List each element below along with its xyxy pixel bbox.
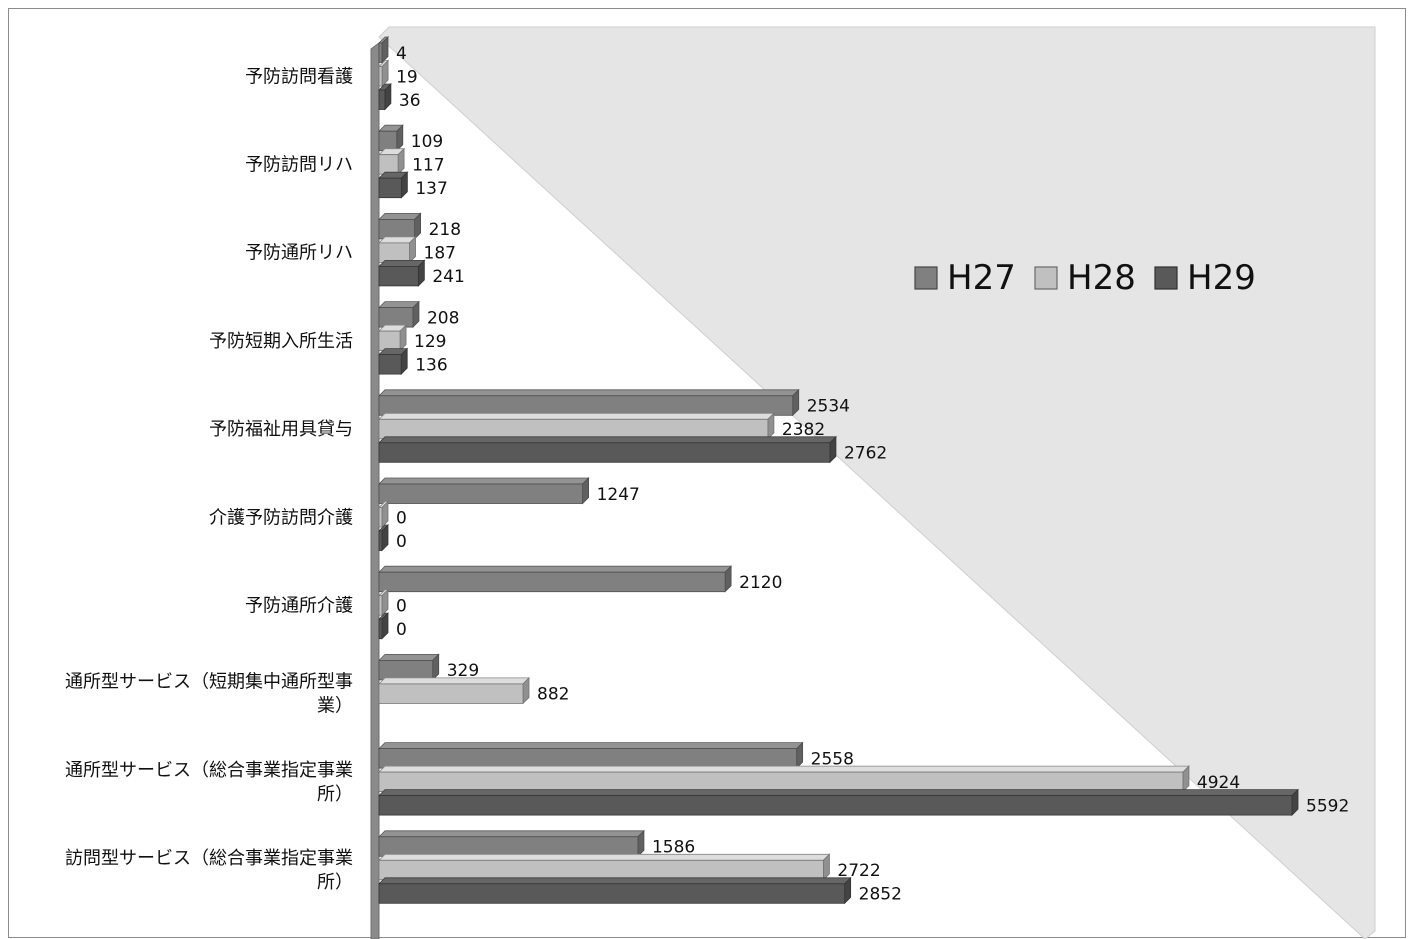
- category-label: 訪問型サービス（総合事業指定事業所）: [65, 848, 353, 893]
- bar-h27: [378, 42, 383, 63]
- bar-h29: [378, 354, 402, 375]
- category-label: 通所型サービス（短期集中通所型事業）: [65, 672, 353, 717]
- bar-h29: [378, 530, 383, 551]
- legend-label-h28: H28: [1067, 258, 1136, 298]
- bar-top-face: [378, 301, 420, 309]
- bar-top-face: [378, 654, 440, 661]
- bar-top-face: [378, 853, 831, 861]
- data-label: 19: [396, 67, 418, 87]
- bar-h28: [378, 859, 824, 881]
- bar-h28: [378, 595, 383, 616]
- bar-top-face: [378, 877, 852, 885]
- bar-top-face: [378, 765, 1190, 773]
- bar-h29: [378, 442, 831, 463]
- data-label: 129: [414, 332, 446, 352]
- bar-top-face: [378, 789, 1299, 796]
- bar-h27: [378, 307, 414, 328]
- bar-h29: [378, 883, 846, 904]
- data-label: 2558: [811, 749, 854, 769]
- chart-frame: 予防訪問看護 予防訪問リハ 予防通所リハ予防短期入所生活 予防福祉用具貸与 介護予防訪問…: [8, 8, 1406, 939]
- data-label: 187: [424, 244, 456, 264]
- y-axis-wall: [370, 42, 380, 939]
- bar-h28: [378, 242, 410, 263]
- data-label: 137: [415, 179, 447, 199]
- bar-h27: [378, 130, 398, 152]
- data-label: 0: [396, 620, 407, 640]
- category-label: 介護予防訪問介護: [209, 507, 353, 528]
- data-label: 0: [396, 532, 407, 552]
- data-label: 218: [429, 220, 461, 240]
- data-label: 1247: [597, 485, 640, 505]
- bar-h28: [378, 771, 1184, 792]
- category-label: 予防福祉用具貸与: [209, 419, 353, 440]
- data-label: 2382: [782, 420, 825, 440]
- bar-top-face: [378, 677, 530, 685]
- bar-h28: [378, 154, 399, 175]
- legend-swatch-h27: [914, 266, 938, 290]
- data-label: 0: [396, 596, 407, 616]
- category-label: 予防通所介護: [245, 595, 353, 616]
- bar-h27: [378, 571, 726, 593]
- data-label: 882: [537, 685, 569, 705]
- data-label: 4924: [1197, 773, 1240, 793]
- bar-top-face: [378, 389, 800, 397]
- bar-top-face: [378, 212, 422, 220]
- bar-top-face: [378, 565, 733, 573]
- data-label: 109: [411, 132, 443, 152]
- bar-h29: [378, 795, 1293, 816]
- bar-top-face: [378, 259, 426, 267]
- bar-top-face: [378, 477, 590, 485]
- data-label: 4: [396, 44, 407, 64]
- legend-swatch-h28: [1034, 266, 1058, 290]
- category-label: 予防訪問リハ: [245, 154, 353, 175]
- bar-h27: [378, 218, 415, 240]
- category-label: 予防短期入所生活: [209, 331, 353, 352]
- category-label: 通所型サービス（総合事業指定事業所）: [65, 760, 353, 805]
- bar-h28: [378, 507, 383, 528]
- bar-h29: [378, 265, 419, 287]
- legend-label-h29: H29: [1187, 258, 1256, 298]
- bar-h28: [378, 683, 524, 704]
- bar-top-face: [378, 436, 837, 444]
- data-label: 136: [415, 355, 447, 375]
- bar-h27: [378, 660, 434, 681]
- data-label: 0: [396, 508, 407, 528]
- legend-swatch-h29: [1154, 266, 1178, 290]
- data-label: 1586: [652, 838, 695, 858]
- category-label: 予防通所リハ: [245, 243, 353, 264]
- bar-top-face: [378, 412, 775, 420]
- bar-top-face: [378, 830, 645, 838]
- bar-h27: [378, 483, 583, 504]
- data-label: 2852: [859, 885, 902, 905]
- legend-label-h27: H27: [947, 258, 1016, 298]
- bar-h27: [378, 748, 798, 769]
- bar-h29: [378, 89, 386, 110]
- data-label: 329: [447, 661, 479, 681]
- data-label: 241: [432, 267, 464, 287]
- bar-top-face: [378, 742, 804, 749]
- bar-h29: [378, 618, 383, 640]
- data-label: 117: [412, 155, 444, 175]
- bar-h28: [378, 66, 383, 87]
- bar-h29: [378, 177, 402, 199]
- data-label: 2762: [844, 444, 887, 464]
- data-label: 5592: [1306, 796, 1349, 816]
- plot-back-wall: [378, 26, 1376, 939]
- data-label: 2534: [807, 397, 850, 417]
- bar-h28: [378, 330, 401, 352]
- bar-h27: [378, 395, 794, 416]
- bar-h28: [378, 418, 769, 440]
- data-label: 2120: [739, 573, 782, 593]
- bar-h27: [378, 836, 639, 857]
- data-label: 2722: [837, 861, 880, 881]
- data-label: 208: [427, 308, 459, 328]
- category-label: 予防訪問看護: [245, 66, 353, 87]
- bar-chart: 予防訪問看護予防訪問リハ予防通所リハ予防短期入所生活予防福祉用具貸与介護予防訪問…: [65, 26, 1376, 939]
- data-label: 36: [399, 91, 421, 111]
